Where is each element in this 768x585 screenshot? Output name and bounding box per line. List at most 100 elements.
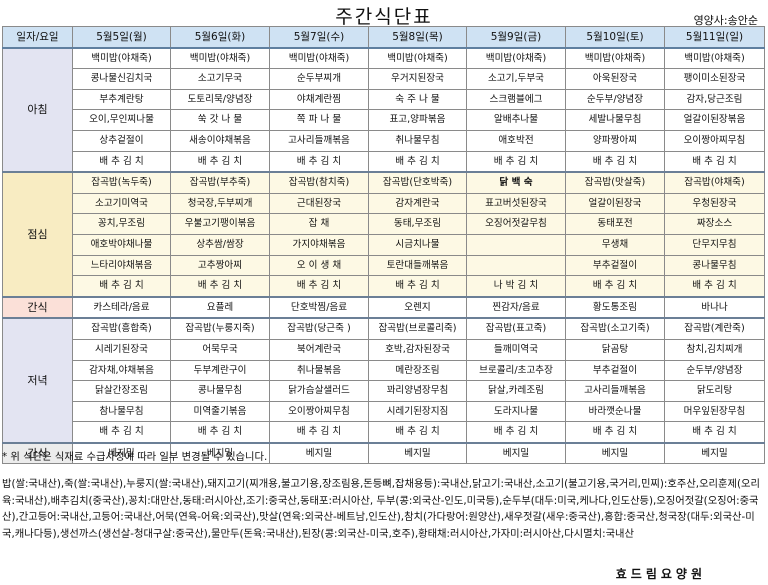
menu-cell: 베지밀 (72, 441, 171, 465)
menu-body: 아침 백미밥(야채죽) 백미밥(야채죽) 백미밥(야채죽) 백미밥(야채죽) 백미밥(야채… (2, 46, 765, 465)
menu-cell: 닭도리탕 (664, 380, 765, 402)
menu-cell: 잡곡밥(브로콜리죽) (368, 317, 467, 340)
menu-cell: 배 추 김 치 (368, 150, 467, 173)
menu-cell: 팽이미소된장국 (664, 68, 765, 90)
menu-row: 시레기된장국 어묵무국 북어계란국 호박,감자된장국 들깨미역국 닭곰탕 참치,김치찌개 (3, 338, 765, 361)
menu-cell: 알배추나물 (466, 109, 566, 131)
menu-cell: 배 추 김 치 (565, 275, 665, 298)
page-title: 주간식단표 (335, 6, 433, 28)
menu-cell: 잡곡밥(흥합죽) (72, 317, 171, 340)
menu-cell: 쑥 갓 나 물 (170, 109, 270, 131)
menu-cell: 배 추 김 치 (565, 150, 665, 173)
menu-cell: 우거지된장국 (368, 68, 467, 90)
menu-cell: 북어계란국 (269, 338, 369, 361)
menu-cell: 상추겉절이 (72, 129, 171, 152)
menu-cell: 베지밀 (664, 441, 765, 465)
menu-cell: 잡곡밥(소고기죽) (565, 317, 665, 340)
day-header-row: 일자/요일 5월5일(월) 5월6일(화) 5월7일(수) 5월8일(목) 5월… (2, 25, 765, 49)
menu-cell: 오이짱아찌무침 (269, 400, 369, 423)
menu-cell: 도라지나물 (466, 400, 566, 423)
facility-name: 효드림요양원 (615, 567, 706, 581)
menu-cell: 머우잎된장무침 (664, 400, 765, 423)
menu-row: 부추계란탕 도토리묵/양념장 야채계란찜 숙 주 나 물 스크램블에그 순두부/양념장 감자… (3, 88, 765, 111)
menu-cell: 오이,무인찌나물 (72, 109, 171, 131)
menu-cell: 단무지무침 (664, 233, 765, 256)
menu-cell (466, 254, 566, 277)
menu-row: 닭살간장조림 콩나물무침 닭가슴살샐러드 꽈리양념장무침 닭살,카레조림 고사리들깨볶음 닭… (3, 380, 765, 402)
menu-cell: 고사리들깨볶음 (565, 380, 665, 402)
menu-cell: 카스테라/음료 (72, 295, 171, 319)
menu-row: 상추겉절이 새송이야채볶음 고사리들깨볶음 취나물무침 애호박전 양파짱아찌 오이짱아찌무침 (3, 129, 765, 152)
menu-cell: 배 추 김 치 (72, 150, 171, 173)
menu-cell: 애호박야채나물 (72, 233, 171, 256)
menu-cell: 배 추 김 치 (170, 275, 270, 298)
origin-info: 밥(쌀:국내산),죽(쌀:국내산),누룽지(쌀:국내산),돼지고기(찌개용,불고… (2, 477, 760, 541)
menu-cell: 백미밥(야채죽) (170, 46, 270, 70)
menu-cell: 감자채,야채볶음 (72, 359, 171, 382)
menu-cell: 바라깻순나물 (565, 400, 665, 423)
menu-cell: 호박,감자된장국 (368, 338, 467, 361)
meal-label: 간식 (2, 441, 73, 465)
menu-cell: 소고기,두부국 (466, 68, 566, 90)
menu-row: 점심 잡곡밥(녹두죽) 잡곡밥(부추죽) 잡곡밥(참치죽) 잡곡밥(단호박죽) 닭 백 숙… (2, 171, 765, 298)
menu-cell: 무생채 (565, 233, 665, 256)
menu-cell: 배 추 김 치 (565, 421, 665, 444)
meal-label: 간식 (2, 295, 73, 319)
notes-section: * 위 식단은 식재료 수급사정에 따라 일부 변경될 수 있습니다. 밥(쌀:… (2, 449, 764, 543)
menu-cell: 배 추 김 치 (664, 421, 765, 444)
menu-cell: 우불고기팽이볶음 (170, 213, 270, 235)
menu-cell: 백미밥(야채죽) (466, 46, 566, 70)
menu-row: 저녁 잡곡밥(흥합죽) 잡곡밥(누룽지죽) 잡곡밥(당근죽 ) 잡곡밥(브로콜리죽) 잡곡… (2, 317, 765, 444)
menu-cell: 배 추 김 치 (170, 421, 270, 444)
menu-cell: 잡 채 (269, 213, 369, 235)
corner-header: 일자/요일 (2, 25, 73, 49)
menu-cell: 콩나물신김치국 (72, 68, 171, 90)
menu-cell: 백미밥(야채죽) (72, 46, 171, 70)
menu-cell: 닭가슴살샐러드 (269, 380, 369, 402)
menu-cell: 배 추 김 치 (368, 275, 467, 298)
day-header: 5월8일(목) (368, 25, 467, 49)
day-header: 5월5일(월) (72, 25, 171, 49)
menu-cell: 숙 주 나 물 (368, 88, 467, 111)
menu-row: 소고기미역국 청국장,두부찌개 근대된장국 감자계란국 표고버섯된장국 얼갈이된장국 우청된… (3, 192, 765, 215)
menu-cell: 소고기미역국 (72, 192, 171, 215)
menu-row: 느타리야채볶음 고추짱아찌 오 이 생 채 토란대들깨볶음 부추겉절이 콩나물무침 (3, 254, 765, 277)
menu-cell: 소고기무국 (170, 68, 270, 90)
menu-cell: 잡곡밥(녹두죽) (72, 171, 171, 194)
menu-cell: 닭살,카레조림 (466, 380, 566, 402)
menu-cell: 순두부찌개 (269, 68, 369, 90)
menu-cell: 참치,김치찌개 (664, 338, 765, 361)
menu-cell: 상추쌈/쌈장 (170, 233, 270, 256)
menu-cell: 순두부/양념장 (664, 359, 765, 382)
menu-cell: 표고버섯된장국 (466, 192, 566, 215)
day-header: 5월6일(화) (170, 25, 270, 49)
weekly-menu-table: 일자/요일 5월5일(월) 5월6일(화) 5월7일(수) 5월8일(목) 5월… (2, 25, 765, 465)
menu-cell: 우청된장국 (664, 192, 765, 215)
menu-cell: 배 추 김 치 (664, 275, 765, 298)
menu-cell: 배 추 김 치 (368, 421, 467, 444)
menu-cell: 참나물무침 (72, 400, 171, 423)
menu-cell: 닭 백 숙 (466, 171, 566, 194)
menu-cell: 백미밥(야채죽) (269, 46, 369, 70)
menu-cell: 잡곡밥(단호박죽) (368, 171, 467, 194)
menu-cell: 찐감자/음료 (466, 295, 566, 319)
menu-cell: 닭살간장조림 (72, 380, 171, 402)
menu-cell: 잡곡밥(참치죽) (269, 171, 369, 194)
nutritionist-label: 영양사:송안순 (693, 14, 758, 27)
menu-cell: 바나나 (664, 295, 765, 319)
menu-cell: 쪽 파 나 물 (269, 109, 369, 131)
menu-cell: 배 추 김 치 (269, 150, 369, 173)
menu-cell: 백미밥(야채죽) (368, 46, 467, 70)
menu-cell: 들깨미역국 (466, 338, 566, 361)
menu-cell: 고사리들깨볶음 (269, 129, 369, 152)
menu-cell: 배 추 김 치 (466, 421, 566, 444)
menu-cell: 감자계란국 (368, 192, 467, 215)
menu-cell: 취나물볶음 (269, 359, 369, 382)
menu-cell: 배 추 김 치 (72, 421, 171, 444)
menu-cell: 시금치나물 (368, 233, 467, 256)
menu-cell: 잡곡밥(표고죽) (466, 317, 566, 340)
menu-cell: 부추계란탕 (72, 88, 171, 111)
